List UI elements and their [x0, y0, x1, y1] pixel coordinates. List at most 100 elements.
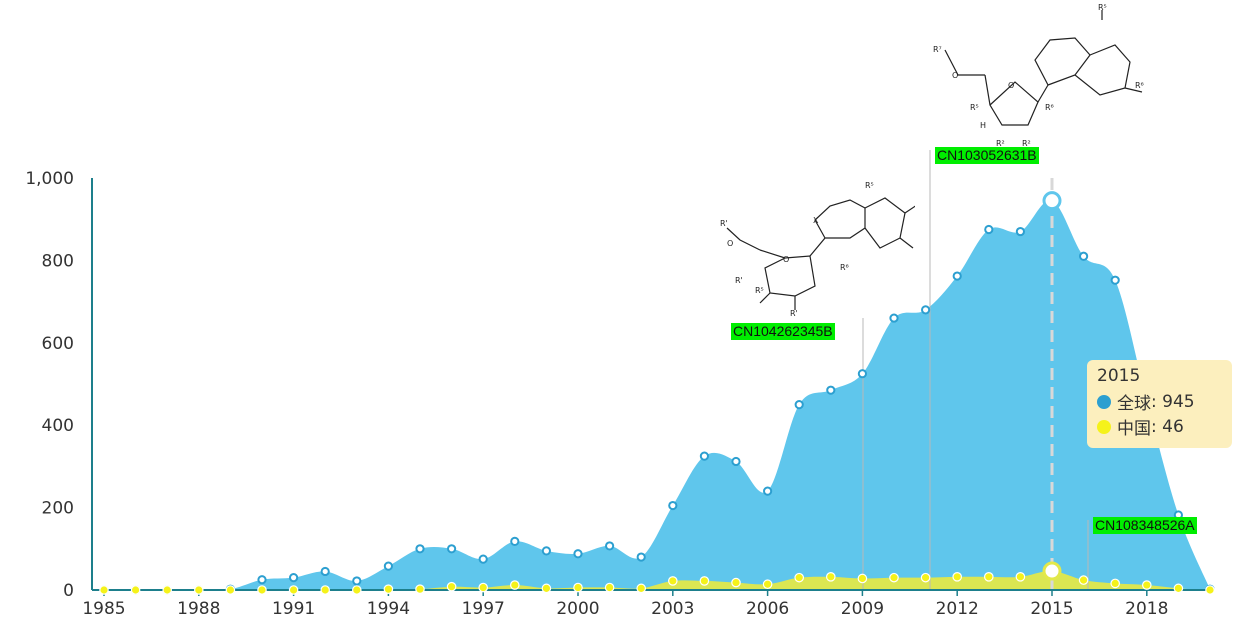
china-point [383, 584, 394, 594]
x-tick-label: 2009 [841, 599, 884, 619]
global-point [826, 385, 836, 395]
china-point [1142, 580, 1152, 590]
x-tick-label: 2015 [1030, 599, 1073, 619]
global-point [636, 552, 646, 562]
global-point [921, 305, 931, 315]
tooltip-row-china: 中国: 46 [1097, 414, 1222, 439]
china-point [667, 576, 678, 586]
svg-text:R⁵: R⁵ [755, 286, 764, 295]
china-point [162, 585, 172, 595]
svg-text:R⁵: R⁵ [865, 181, 874, 190]
global-point [857, 369, 868, 379]
highlight-global-point [1042, 191, 1062, 211]
global-point [668, 500, 678, 511]
data-points [99, 191, 1215, 595]
china-point [478, 582, 488, 593]
china-point [857, 573, 868, 584]
china-point [1015, 572, 1026, 582]
patent-label-1: CN104262345B [731, 323, 835, 340]
global-point [1015, 226, 1026, 237]
svg-text:O: O [783, 255, 789, 264]
global-point [573, 549, 583, 559]
y-tick-label: 400 [42, 416, 74, 436]
global-point [699, 451, 710, 461]
china-point [225, 585, 236, 595]
china-point [731, 577, 741, 588]
china-point [604, 582, 615, 593]
china-point [257, 585, 267, 595]
china-point [415, 584, 425, 594]
global-point [731, 456, 741, 467]
global-point [320, 566, 330, 577]
china-point [920, 572, 931, 583]
china-point [320, 585, 330, 595]
area-series-1 [104, 200, 1210, 590]
china-point [99, 585, 109, 595]
china-point [699, 576, 710, 586]
china-point [794, 572, 804, 583]
svg-text:R²: R² [996, 139, 1005, 148]
global-point [605, 541, 615, 551]
china-point [509, 580, 520, 590]
svg-text:X: X [813, 216, 819, 225]
tooltip-china-label: 中国 [1117, 419, 1151, 439]
svg-text:R⁶: R⁶ [1045, 103, 1054, 112]
svg-text:R⁶: R⁶ [1135, 81, 1144, 90]
china-point [288, 585, 299, 595]
global-point [541, 546, 552, 556]
global-point [478, 554, 488, 564]
china-point [194, 585, 204, 595]
global-point [352, 576, 362, 586]
tooltip-china-value: 46 [1162, 416, 1184, 437]
china-point [130, 585, 141, 595]
x-tick-label: 2006 [746, 599, 789, 619]
tooltip-year: 2015 [1097, 366, 1141, 386]
x-tick-label: 1988 [177, 599, 220, 619]
molecule-structure-2: R⁷ O O R⁵ H R² R² R⁶ R⁵ R⁶ [933, 3, 1144, 148]
china-point [1110, 578, 1120, 589]
highlight-china-point [1042, 561, 1062, 581]
svg-text:O: O [727, 239, 733, 248]
tooltip-global-label: 全球 [1117, 394, 1151, 414]
global-point [889, 313, 899, 323]
x-tick-label: 1994 [367, 599, 410, 619]
china-point [446, 581, 457, 592]
china-point [952, 572, 962, 582]
china-point [983, 572, 994, 582]
patent-label-3: CN108348526A [1093, 517, 1197, 534]
svg-text:R': R' [720, 219, 728, 228]
molecule-structure-1: R' O O R⁵ X R⁶ R' R⁵ R' [720, 181, 915, 318]
svg-text:O: O [1008, 81, 1014, 90]
china-point [889, 572, 899, 583]
y-tick-label: 200 [42, 499, 74, 519]
svg-text:R⁵: R⁵ [970, 103, 979, 112]
china-point [541, 583, 552, 594]
y-tick-label: 800 [42, 251, 74, 271]
axes: 0 200 400 600 800 1,000 1985 1988 1991 1994 1997 20… [25, 169, 1212, 619]
global-point [510, 536, 520, 546]
x-tick-label: 2018 [1125, 599, 1168, 619]
svg-text:R': R' [790, 309, 798, 318]
global-point [383, 561, 393, 571]
svg-text:R': R' [735, 276, 743, 285]
china-point [762, 579, 773, 590]
svg-text:R²: R² [1022, 139, 1031, 148]
x-tick-label: 2012 [936, 599, 979, 619]
china-point [1078, 575, 1089, 585]
annotation-guides [862, 150, 1089, 590]
global-point [984, 224, 994, 235]
y-tick-label: 0 [63, 581, 74, 601]
global-legend-dot [1097, 394, 1111, 409]
china-legend-dot [1097, 419, 1111, 434]
global-point [952, 271, 962, 281]
tooltip-global-value: 945 [1162, 391, 1195, 412]
svg-text:R⁷: R⁷ [933, 45, 942, 54]
global-point [257, 575, 267, 585]
svg-text:R⁵: R⁵ [1098, 3, 1107, 12]
x-tick-label: 2000 [556, 599, 599, 619]
global-point [794, 400, 804, 410]
china-point [1205, 585, 1215, 595]
china-point [573, 582, 583, 593]
x-tick-label: 1991 [272, 599, 315, 619]
